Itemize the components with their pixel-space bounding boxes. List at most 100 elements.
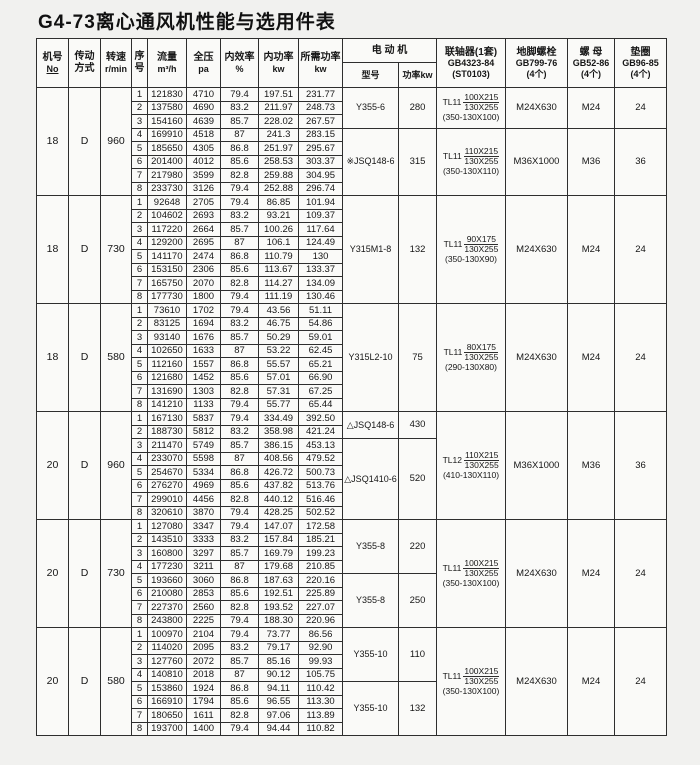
cell-pressure: 2695 bbox=[186, 235, 221, 250]
cell-inner-power: 94.11 bbox=[258, 681, 299, 696]
col-motor-power: 功率kw bbox=[398, 62, 437, 88]
cell-flow: 217980 bbox=[147, 168, 187, 183]
cell-seq: 7 bbox=[131, 492, 148, 507]
cell-seq: 7 bbox=[131, 384, 148, 399]
cell-required-power: 199.23 bbox=[298, 546, 343, 561]
cell-coupling: TL11 100X215 130X255 (350-130X100) bbox=[436, 87, 506, 129]
col-pressure: 全压 pa bbox=[186, 38, 221, 88]
cell-seq: 6 bbox=[131, 154, 148, 169]
cell-efficiency: 86.8 bbox=[220, 573, 259, 588]
cell-coupling: TL12 110X215 130X255 (410-130X110) bbox=[436, 411, 506, 520]
cell-seq: 8 bbox=[131, 721, 148, 736]
cell-motor-model: △JSQ1410-6 bbox=[342, 438, 399, 520]
cell-seq: 2 bbox=[131, 208, 148, 223]
coupling-prefix: TL11 bbox=[442, 97, 462, 108]
cell-nut: M24 bbox=[567, 303, 615, 412]
cell-efficiency: 85.7 bbox=[220, 330, 259, 345]
cell-inner-power: 46.75 bbox=[258, 316, 299, 331]
cell-inner-power: 157.84 bbox=[258, 532, 299, 547]
cell-inner-power: 408.56 bbox=[258, 451, 299, 466]
cell-flow: 160800 bbox=[147, 546, 187, 561]
cell-efficiency: 79.4 bbox=[220, 411, 259, 426]
cell-seq: 2 bbox=[131, 424, 148, 439]
cell-inner-power: 43.56 bbox=[258, 303, 299, 318]
coupling-note: (290-130X80) bbox=[445, 361, 497, 372]
cell-required-power: 172.58 bbox=[298, 519, 343, 534]
cell-drive: D bbox=[68, 411, 101, 520]
cell-required-power: 99.93 bbox=[298, 654, 343, 669]
cell-pressure: 1452 bbox=[186, 370, 221, 385]
cell-efficiency: 86.8 bbox=[220, 681, 259, 696]
cell-motor-power: 132 bbox=[398, 195, 437, 304]
cell-pressure: 2693 bbox=[186, 208, 221, 223]
cell-inner-power: 55.57 bbox=[258, 357, 299, 372]
cell-seq: 8 bbox=[131, 181, 148, 196]
cell-efficiency: 79.4 bbox=[220, 195, 259, 210]
coupling-fraction-top: 90X175 bbox=[464, 235, 499, 246]
cell-required-power: 267.57 bbox=[298, 114, 343, 129]
cell-flow: 131690 bbox=[147, 384, 187, 399]
col-inner-power: 内功率 kw bbox=[258, 38, 299, 88]
cell-inner-power: 53.22 bbox=[258, 343, 299, 358]
cell-efficiency: 87 bbox=[220, 559, 259, 574]
cell-required-power: 124.49 bbox=[298, 235, 343, 250]
cell-pressure: 4518 bbox=[186, 127, 221, 142]
cell-washer: 24 bbox=[614, 303, 667, 412]
col-machine-no: 机号 No bbox=[36, 38, 69, 88]
cell-flow: 141210 bbox=[147, 397, 187, 412]
cell-required-power: 113.30 bbox=[298, 694, 343, 709]
cell-motor-model: Y355-10 bbox=[342, 627, 399, 682]
cell-inner-power: 258.53 bbox=[258, 154, 299, 169]
cell-inner-power: 106.1 bbox=[258, 235, 299, 250]
cell-efficiency: 85.6 bbox=[220, 478, 259, 493]
cell-efficiency: 87 bbox=[220, 451, 259, 466]
cell-inner-power: 437.82 bbox=[258, 478, 299, 493]
cell-efficiency: 85.6 bbox=[220, 370, 259, 385]
cell-required-power: 92.90 bbox=[298, 640, 343, 655]
cell-required-power: 453.13 bbox=[298, 438, 343, 453]
cell-flow: 233070 bbox=[147, 451, 187, 466]
cell-seq: 1 bbox=[131, 411, 148, 426]
cell-anchor-bolt: M24X630 bbox=[505, 303, 568, 412]
cell-flow: 320610 bbox=[147, 505, 187, 520]
coupling-spec: TL11 110X215 130X255 bbox=[438, 146, 505, 167]
cell-required-power: 54.86 bbox=[298, 316, 343, 331]
cell-machine-no: 18 bbox=[36, 195, 69, 304]
cell-efficiency: 79.4 bbox=[220, 303, 259, 318]
cell-seq: 8 bbox=[131, 613, 148, 628]
cell-washer: 24 bbox=[614, 627, 667, 736]
col-washer: 垫圈 GB96-85 (4个) bbox=[614, 38, 667, 88]
cell-flow: 177230 bbox=[147, 559, 187, 574]
cell-inner-power: 111.19 bbox=[258, 289, 299, 304]
coupling-fraction-bottom: 130X255 bbox=[464, 156, 499, 167]
cell-seq: 1 bbox=[131, 519, 148, 534]
cell-pressure: 3333 bbox=[186, 532, 221, 547]
cell-efficiency: 82.8 bbox=[220, 276, 259, 291]
cell-inner-power: 100.26 bbox=[258, 222, 299, 237]
cell-inner-power: 426.72 bbox=[258, 465, 299, 480]
cell-inner-power: 79.17 bbox=[258, 640, 299, 655]
cell-seq: 2 bbox=[131, 532, 148, 547]
cell-seq: 6 bbox=[131, 694, 148, 709]
cell-inner-power: 97.06 bbox=[258, 708, 299, 723]
cell-pressure: 2560 bbox=[186, 600, 221, 615]
cell-pressure: 3060 bbox=[186, 573, 221, 588]
cell-efficiency: 83.2 bbox=[220, 640, 259, 655]
cell-flow: 117220 bbox=[147, 222, 187, 237]
coupling-prefix: TL11 bbox=[442, 563, 462, 574]
cell-flow: 193660 bbox=[147, 573, 187, 588]
cell-required-power: 51.11 bbox=[298, 303, 343, 318]
cell-inner-power: 428.25 bbox=[258, 505, 299, 520]
cell-inner-power: 188.30 bbox=[258, 613, 299, 628]
cell-seq: 5 bbox=[131, 141, 148, 156]
coupling-fraction-top: 110X215 bbox=[463, 146, 500, 158]
cell-required-power: 67.25 bbox=[298, 384, 343, 399]
cell-required-power: 65.44 bbox=[298, 397, 343, 412]
cell-pressure: 1702 bbox=[186, 303, 221, 318]
cell-flow: 185650 bbox=[147, 141, 187, 156]
cell-flow: 83125 bbox=[147, 316, 187, 331]
cell-seq: 5 bbox=[131, 573, 148, 588]
cell-seq: 1 bbox=[131, 195, 148, 210]
cell-inner-power: 93.21 bbox=[258, 208, 299, 223]
cell-inner-power: 192.51 bbox=[258, 586, 299, 601]
